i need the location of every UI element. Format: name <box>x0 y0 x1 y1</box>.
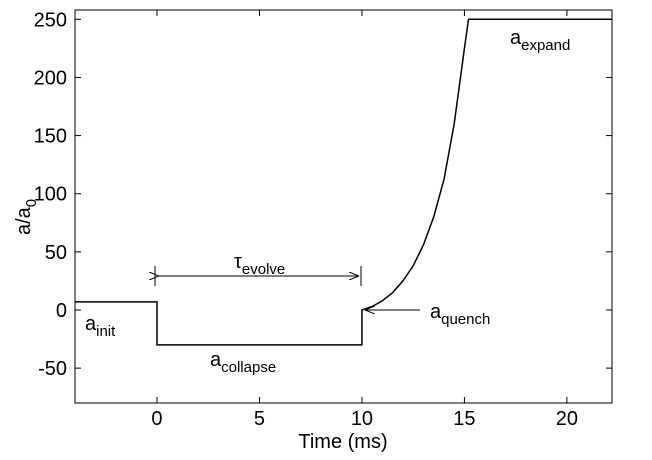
y-tick-label: 200 <box>34 67 67 89</box>
x-tick-label: 5 <box>254 408 265 430</box>
plot-frame <box>74 9 613 404</box>
annotation: aquench <box>430 301 490 328</box>
x-tick-label: 0 <box>151 408 162 430</box>
x-tick-label: 10 <box>351 408 373 430</box>
y-tick-label: 50 <box>45 242 67 264</box>
line <box>75 18 612 346</box>
annotation: acollapse <box>210 349 276 376</box>
annotation: ainit <box>85 313 116 340</box>
annotation: τevolve <box>234 251 285 278</box>
annotation: aexpand <box>510 27 570 54</box>
y-tick-label: 100 <box>34 184 67 206</box>
y-tick-label: 150 <box>34 126 67 148</box>
x-tick-label: 15 <box>453 408 475 430</box>
x-axis-label: Time (ms) <box>298 431 387 453</box>
y-tick-label: -50 <box>38 358 67 380</box>
x-tick-label: 20 <box>556 408 578 430</box>
y-tick-label: 0 <box>56 300 67 322</box>
y-tick-label: 250 <box>34 9 67 31</box>
y-axis-label: a/a0 <box>13 199 40 235</box>
